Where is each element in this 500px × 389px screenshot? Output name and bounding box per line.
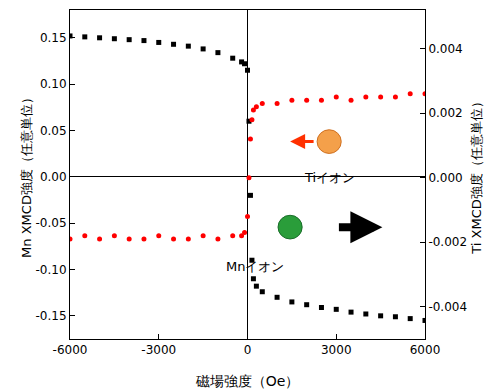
- svg-text:0.00: 0.00: [40, 170, 67, 184]
- svg-text:-0.002: -0.002: [428, 235, 467, 249]
- svg-text:Mn XMCD強度（任意単位）: Mn XMCD強度（任意単位）: [19, 91, 34, 258]
- svg-text:-0.10: -0.10: [36, 263, 67, 277]
- svg-text:0.05: 0.05: [40, 124, 67, 138]
- svg-text:磁場強度（Oe）: 磁場強度（Oe）: [195, 373, 300, 389]
- svg-text:-0.004: -0.004: [428, 300, 467, 314]
- svg-text:Mnイオン: Mnイオン: [226, 259, 284, 274]
- svg-text:0.15: 0.15: [40, 31, 67, 45]
- svg-text:Ti XMCD強度（任意単位）: Ti XMCD強度（任意単位）: [469, 95, 484, 255]
- svg-text:-3000: -3000: [141, 343, 176, 357]
- svg-text:-0.15: -0.15: [36, 309, 67, 323]
- svg-text:0.004: 0.004: [428, 42, 462, 56]
- svg-text:0.002: 0.002: [428, 106, 462, 120]
- svg-text:-6000: -6000: [53, 343, 88, 357]
- svg-text:0: 0: [244, 343, 252, 357]
- svg-text:0.10: 0.10: [40, 77, 67, 91]
- svg-text:3000: 3000: [321, 343, 352, 357]
- svg-text:-0.05: -0.05: [36, 216, 67, 230]
- svg-text:0.000: 0.000: [428, 171, 462, 185]
- svg-text:6000: 6000: [410, 343, 441, 357]
- svg-text:Tiイオン: Tiイオン: [304, 170, 355, 185]
